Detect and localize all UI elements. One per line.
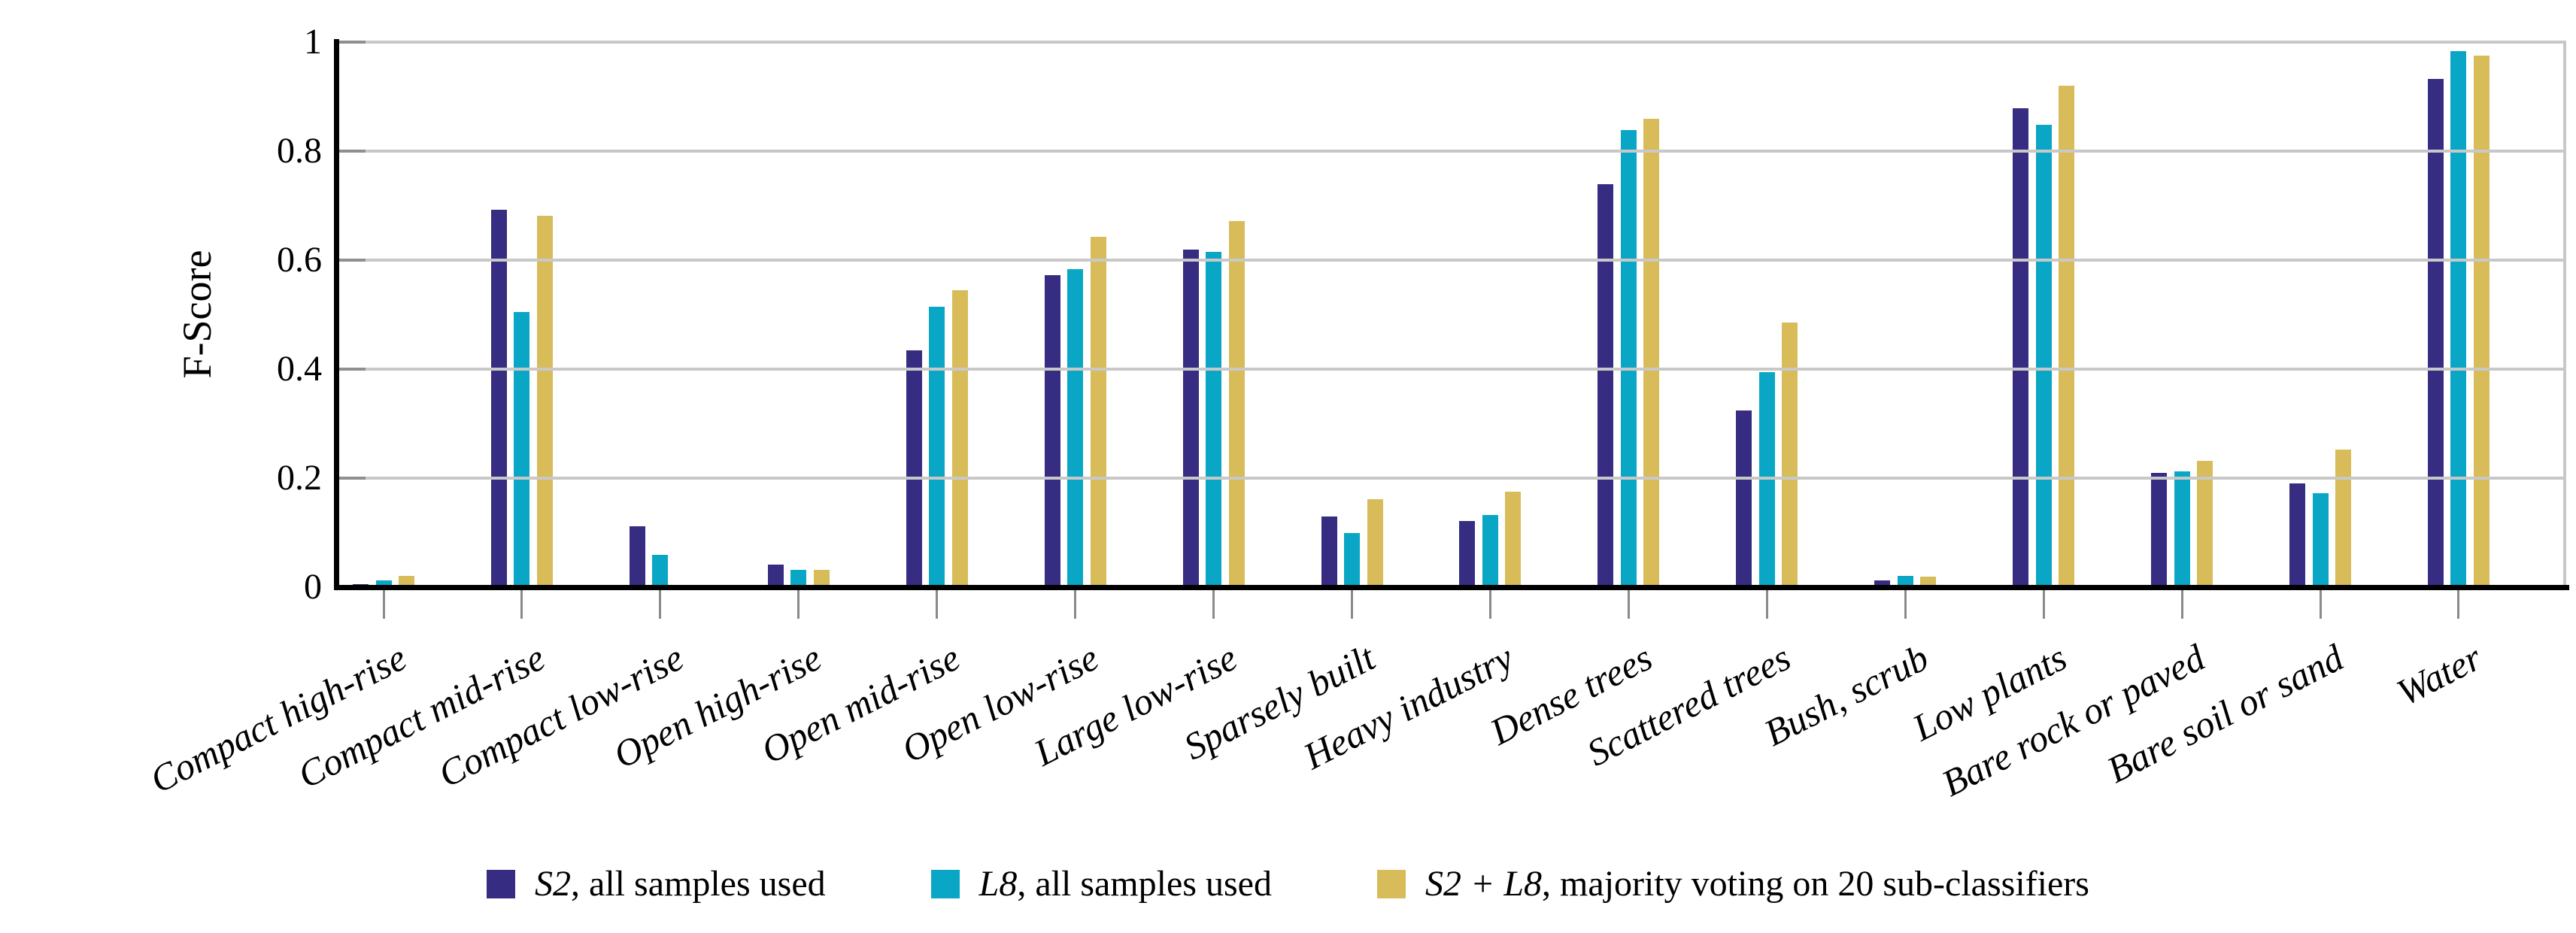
gridline-y-1 (337, 41, 2566, 44)
bar-l8 (1758, 372, 1775, 587)
y-tick-mark (338, 477, 366, 480)
bar-s2l8 (2335, 450, 2352, 587)
x-tick-mark (1627, 590, 1630, 619)
bar-s2 (2151, 472, 2168, 587)
gridline-y-0.6 (337, 259, 2566, 262)
bar-s2 (629, 526, 645, 587)
bar-s2 (2289, 483, 2306, 587)
legend-label: S2, all samples used (535, 864, 826, 904)
bar-s2 (1736, 410, 1752, 587)
bar-l8 (1482, 514, 1498, 587)
bar-s2 (1321, 516, 1337, 587)
x-category-label: Bare soil or sand (2100, 636, 2350, 792)
chart-legend: S2, all samples used L8, all samples used… (0, 863, 2576, 904)
x-tick-mark (2319, 590, 2322, 619)
bar-s2l8 (1920, 576, 1937, 587)
x-tick-mark (1488, 590, 1491, 619)
bar-s2 (1044, 274, 1060, 587)
legend-swatch (487, 869, 516, 898)
x-tick-mark (2457, 590, 2460, 619)
legend-item-s2l8: S2 + L8, majority voting on 20 sub-class… (1376, 863, 2089, 904)
y-tick-mark (338, 150, 366, 153)
legend-item-l8: L8, all samples used (930, 863, 1272, 904)
bar-l8 (790, 569, 807, 587)
x-tick-mark (2042, 590, 2045, 619)
x-tick-mark (520, 590, 523, 619)
y-tick-mark (338, 41, 366, 44)
bar-s2l8 (2197, 460, 2213, 587)
bar-s2 (1597, 184, 1614, 587)
bar-s2l8 (951, 289, 968, 587)
x-tick-mark (936, 590, 939, 619)
bar-s2 (2013, 108, 2029, 587)
legend-swatch (1376, 869, 1406, 898)
bar-s2 (1182, 249, 1199, 587)
bar-s2 (490, 209, 507, 587)
bar-l8 (1620, 129, 1637, 587)
bar-l8 (2450, 51, 2467, 587)
y-tick-mark (338, 368, 366, 371)
bar-s2l8 (536, 215, 553, 587)
bar-s2l8 (1782, 323, 1798, 587)
bar-l8 (375, 580, 392, 587)
bar-s2l8 (1228, 220, 1245, 587)
bar-s2l8 (2473, 56, 2490, 587)
bar-l8 (2312, 492, 2329, 587)
y-tick-label: 0 (304, 567, 322, 607)
legend-swatch (930, 869, 960, 898)
x-tick-mark (1074, 590, 1077, 619)
bar-s2l8 (2059, 86, 2075, 587)
right-spine (2563, 41, 2566, 587)
legend-item-s2: S2, all samples used (487, 863, 826, 904)
plot-area (337, 42, 2566, 587)
gridline-y-0.8 (337, 150, 2566, 153)
bar-s2 (1459, 521, 1476, 587)
gridline-y-0.2 (337, 477, 2566, 480)
legend-label: L8, all samples used (979, 864, 1272, 904)
x-tick-mark (382, 590, 385, 619)
bar-s2 (1874, 580, 1891, 587)
y-tick-mark (338, 259, 366, 262)
x-category-label: Water (2390, 636, 2489, 714)
legend-label: S2 + L8, majority voting on 20 sub-class… (1425, 864, 2089, 904)
x-tick-mark (2180, 590, 2183, 619)
y-axis-line (334, 39, 339, 590)
y-tick-label: 1 (304, 22, 322, 62)
gridline-y-0.4 (337, 368, 2566, 371)
bar-l8 (1067, 268, 1084, 587)
bar-s2l8 (399, 575, 414, 587)
y-tick-label: 0.6 (277, 240, 322, 280)
x-tick-mark (1351, 590, 1353, 619)
bar-l8 (1206, 252, 1222, 587)
bar-l8 (1344, 532, 1360, 587)
bar-l8 (2174, 471, 2190, 587)
bar-s2 (2427, 79, 2444, 587)
y-tick-label: 0.8 (277, 131, 322, 171)
bar-s2l8 (1090, 236, 1106, 587)
x-tick-mark (659, 590, 662, 619)
bar-l8 (1897, 575, 1913, 587)
bar-s2l8 (1367, 498, 1383, 587)
y-tick-label: 0.2 (277, 458, 322, 498)
x-tick-mark (1765, 590, 1768, 619)
bar-l8 (2035, 125, 2052, 587)
bar-s2 (767, 565, 784, 587)
x-tick-mark (1904, 590, 1907, 619)
y-tick-label: 0.4 (277, 349, 322, 389)
bar-s2l8 (1643, 119, 1660, 587)
bar-l8 (929, 306, 945, 587)
x-tick-mark (797, 590, 800, 619)
bar-s2 (906, 350, 922, 587)
bar-l8 (652, 554, 669, 587)
bar-s2l8 (1505, 492, 1522, 587)
bar-l8 (514, 311, 530, 587)
x-axis-line (334, 585, 2569, 590)
x-tick-mark (1212, 590, 1215, 619)
bar-s2l8 (813, 569, 830, 587)
